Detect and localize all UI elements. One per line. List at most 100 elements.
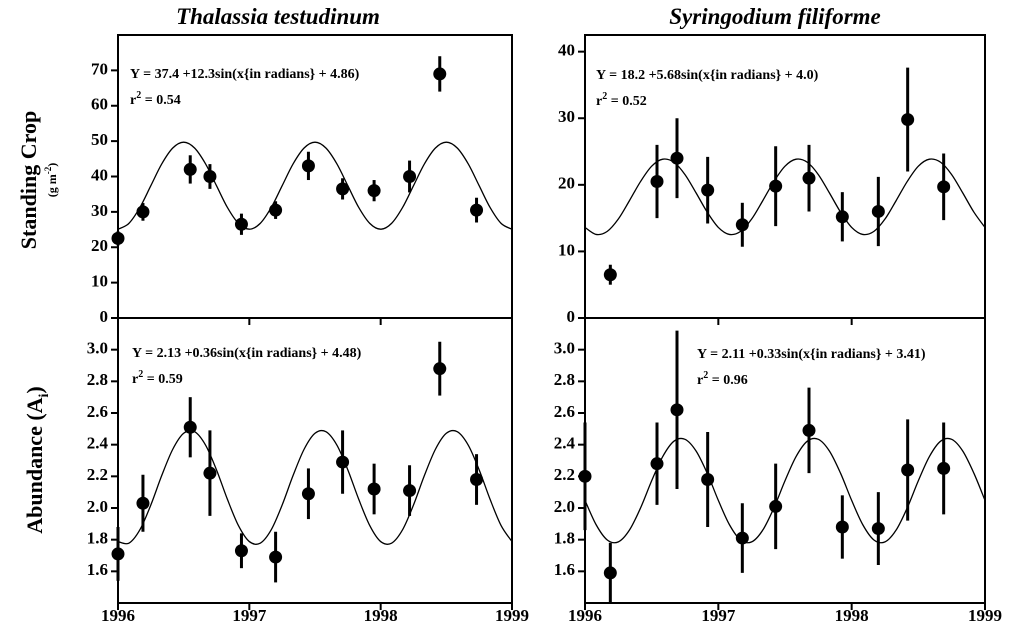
r2-part: r	[130, 93, 136, 108]
panel-title: Thalassia testudinum	[176, 4, 380, 29]
y-tick-label: 2.0	[554, 497, 575, 516]
data-point	[650, 174, 664, 188]
data-point	[433, 362, 447, 376]
data-point	[603, 566, 617, 580]
panel-frame	[117, 317, 513, 604]
y-tick-label: 30	[91, 201, 108, 220]
data-point	[769, 179, 783, 193]
r2-part: = 0.54	[141, 93, 180, 108]
data-point	[269, 550, 283, 564]
data-point	[403, 170, 417, 183]
data-point	[367, 482, 381, 496]
y-axis-unit: (g m-2)	[43, 163, 59, 198]
y-tick-label: 2.6	[554, 402, 575, 421]
equation: Y = 2.11 +0.33sin(x{in radians} + 3.41)	[697, 347, 926, 362]
data-point	[183, 420, 197, 434]
x-tick-label: 1999	[495, 606, 529, 625]
data-point	[769, 499, 783, 513]
r2-superscript: 2	[703, 370, 708, 381]
data-point	[234, 544, 248, 558]
y-tick-label: 2.4	[554, 434, 576, 453]
data-point	[234, 217, 248, 231]
panel-title: Syringodium filiforme	[669, 4, 881, 29]
data-point	[701, 473, 715, 486]
r2-superscript: 2	[602, 91, 607, 102]
y-tick-label: 10	[91, 272, 108, 291]
r-squared: r2 = 0.54	[130, 90, 181, 108]
data-point	[901, 113, 915, 127]
data-point	[835, 210, 849, 224]
y-tick-label: 0	[567, 307, 576, 326]
data-point	[701, 183, 715, 197]
data-point	[603, 268, 617, 282]
x-tick-label: 1998	[364, 606, 398, 625]
y-tick-label: 2.0	[87, 497, 108, 516]
y-tick-label: 70	[91, 59, 108, 78]
data-point	[735, 531, 749, 545]
label-part: )	[22, 386, 47, 393]
data-point	[735, 218, 749, 232]
y-axis-label: Standing Crop	[16, 111, 41, 249]
y-tick-label: 2.4	[87, 434, 109, 453]
r2-part: r	[132, 372, 138, 387]
data-point	[269, 203, 283, 217]
x-tick-label: 1997	[232, 606, 267, 625]
unit-superscript: -2	[43, 166, 53, 174]
data-point	[871, 204, 885, 218]
y-tick-label: 2.2	[554, 465, 575, 484]
y-tick-label: 20	[558, 174, 575, 193]
fit-curve	[584, 158, 986, 236]
data-point	[301, 487, 315, 501]
data-point	[403, 484, 417, 498]
y-tick-label: 3.0	[87, 339, 108, 358]
y-tick-label: 10	[558, 240, 575, 259]
data-point	[670, 151, 684, 165]
data-point	[367, 184, 381, 198]
x-tick-label: 1998	[835, 606, 869, 625]
x-tick-label: 1996	[568, 606, 602, 625]
r2-part: = 0.59	[143, 372, 182, 387]
r-squared: r2 = 0.96	[697, 370, 748, 388]
data-point	[183, 162, 197, 176]
r-squared: r2 = 0.52	[596, 91, 647, 109]
y-tick-label: 50	[91, 130, 108, 149]
data-point	[937, 180, 951, 194]
r2-part: = 0.52	[607, 94, 646, 109]
data-point	[433, 67, 447, 81]
data-point	[871, 522, 885, 536]
data-point	[670, 403, 684, 417]
r2-part: r	[697, 373, 703, 388]
r-squared: r2 = 0.59	[132, 369, 183, 387]
data-point	[336, 455, 350, 469]
y-tick-label: 0	[100, 307, 109, 326]
unit-part: )	[45, 163, 59, 167]
data-point	[470, 203, 484, 217]
data-point	[203, 170, 217, 183]
y-tick-label: 1.8	[87, 529, 108, 548]
y-tick-label: 40	[558, 41, 575, 60]
data-point	[470, 473, 484, 486]
equation: Y = 18.2 +5.68sin(x{in radians} + 4.0)	[596, 68, 819, 83]
y-tick-label: 40	[91, 165, 108, 184]
y-axis-label: Abundance (Ai)	[22, 386, 52, 534]
y-tick-label: 20	[91, 236, 108, 255]
label-subscript: i	[37, 393, 52, 397]
equation: Y = 2.13 +0.36sin(x{in radians} + 4.48)	[132, 346, 362, 361]
data-point	[111, 547, 125, 561]
data-point	[136, 205, 150, 219]
equation: Y = 37.4 +12.3sin(x{in radians} + 4.86)	[130, 67, 360, 82]
fit-curve	[117, 141, 513, 230]
fit-curve	[117, 429, 513, 545]
data-point	[901, 463, 915, 477]
data-point	[802, 423, 816, 437]
data-point	[301, 159, 315, 173]
y-tick-label: 30	[558, 107, 575, 126]
x-tick-label: 1996	[101, 606, 135, 625]
y-tick-label: 2.2	[87, 465, 108, 484]
unit-part: (g m	[45, 174, 59, 197]
y-tick-label: 3.0	[554, 339, 575, 358]
data-point	[336, 182, 350, 196]
r2-superscript: 2	[138, 369, 143, 380]
r2-part: = 0.96	[708, 373, 747, 388]
